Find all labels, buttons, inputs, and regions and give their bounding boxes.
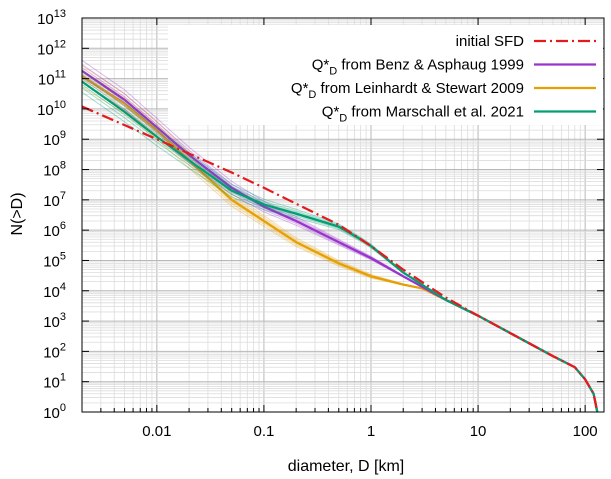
y-tick-label: 102 bbox=[43, 341, 66, 361]
y-tick-label: 100 bbox=[43, 402, 66, 422]
y-tick-label: 104 bbox=[43, 281, 66, 301]
y-tick-label: 105 bbox=[43, 250, 66, 270]
legend-item-initial: initial SFD bbox=[456, 33, 596, 50]
y-tick-label: 106 bbox=[43, 220, 66, 240]
y-tick-label: 103 bbox=[43, 311, 66, 331]
series-initial-line bbox=[81, 105, 599, 413]
legend-label: Q*D from Marschall et al. 2021 bbox=[322, 104, 524, 125]
y-axis-title: N(>D) bbox=[9, 192, 26, 235]
y-tick-label: 1010 bbox=[37, 99, 66, 119]
legend-label: initial SFD bbox=[456, 33, 525, 50]
x-tick-label: 0.01 bbox=[142, 423, 171, 440]
axes bbox=[81, 17, 605, 413]
legend-item-leinhardt: Q*D from Leinhardt & Stewart 2009 bbox=[291, 80, 596, 101]
x-tick-label: 1 bbox=[367, 423, 375, 440]
x-tick-label: 100 bbox=[573, 423, 598, 440]
legend-item-marschall: Q*D from Marschall et al. 2021 bbox=[322, 104, 596, 125]
series-layer bbox=[81, 59, 599, 413]
y-tick-label: 1013 bbox=[37, 8, 66, 28]
y-tick-label: 101 bbox=[43, 372, 66, 392]
y-tick-label: 109 bbox=[43, 129, 66, 149]
x-axis-title: diameter, D [km] bbox=[288, 458, 404, 475]
legend-item-benz: Q*D from Benz & Asphaug 1999 bbox=[312, 57, 596, 78]
plot-border bbox=[81, 17, 605, 413]
x-tick-label: 0.1 bbox=[253, 423, 274, 440]
y-ticks: 100 101 102 103 104 105 106 107 108 109 1010 1011 10… bbox=[37, 8, 604, 422]
x-tick-label: 10 bbox=[470, 423, 487, 440]
legend-background bbox=[168, 25, 603, 125]
legend-label: Q*D from Leinhardt & Stewart 2009 bbox=[291, 80, 524, 101]
legend-label: Q*D from Benz & Asphaug 1999 bbox=[312, 57, 524, 78]
y-tick-label: 1011 bbox=[38, 69, 66, 89]
y-tick-label: 108 bbox=[43, 160, 66, 180]
x-ticks: 0.01 0.1 1 10 100 bbox=[81, 18, 598, 440]
y-tick-label: 1012 bbox=[37, 38, 66, 58]
y-tick-label: 107 bbox=[43, 190, 66, 210]
